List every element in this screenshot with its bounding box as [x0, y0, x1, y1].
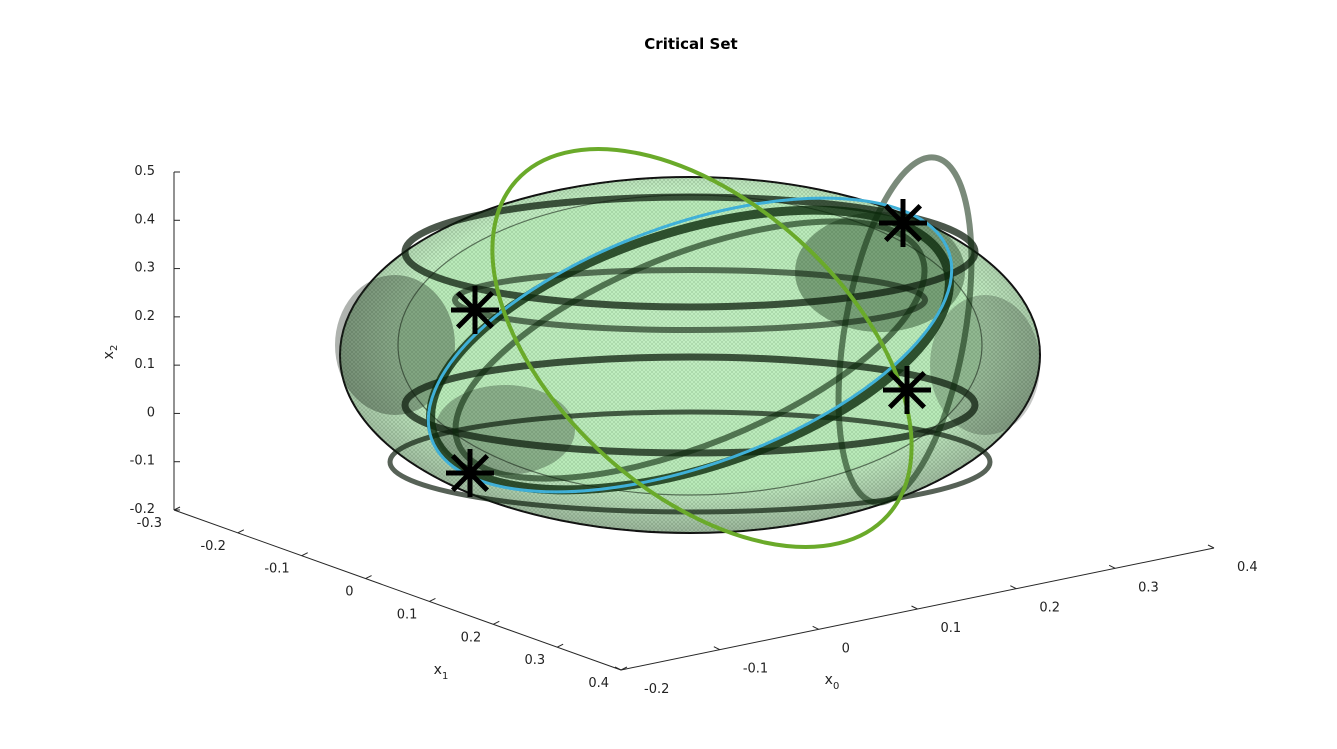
- svg-text:x1: x1: [434, 662, 449, 682]
- critical-point-marker: [883, 366, 931, 414]
- x1-tick-mark: [301, 552, 308, 557]
- x1-tick-label: 0.3: [524, 653, 545, 668]
- x2-tick-label: 0.4: [134, 212, 155, 227]
- x0-tick-label: 0.2: [1039, 601, 1060, 616]
- x2-tick-label: 0.2: [134, 309, 155, 324]
- x1-label-main: x: [434, 662, 442, 678]
- critical-point-marker: [451, 286, 499, 334]
- critical-point-marker: [446, 449, 494, 497]
- x0-tick-mark: [1108, 564, 1116, 569]
- x1-axis-label: x1: [434, 662, 449, 682]
- critical-point-marker: [879, 199, 927, 247]
- x0-tick-label: -0.1: [743, 662, 768, 677]
- x1-tick-label: -0.1: [264, 562, 289, 577]
- x1-tick-mark: [493, 620, 500, 625]
- x0-label-main: x: [825, 672, 833, 688]
- x1-label-sub: 1: [442, 671, 448, 682]
- band-tilt-b: [452, 218, 928, 482]
- band-tilt-a: [426, 205, 954, 495]
- x1-tick-label: 0.2: [461, 630, 482, 645]
- x0-tick-mark: [911, 605, 918, 610]
- svg-text:x0: x0: [825, 672, 840, 692]
- svg-text:x2: x2: [101, 345, 120, 360]
- x2-tick-label: 0.5: [134, 164, 155, 179]
- x2-tick-label: 0: [147, 405, 155, 420]
- band-upper: [401, 193, 979, 311]
- shadow-left-lobe: [335, 275, 455, 415]
- x0-tick-label: 0.3: [1138, 580, 1159, 595]
- x1-axis-line: [173, 509, 622, 671]
- x2-ticks: -0.2 -0.1 0 0.1 0.2 0.3 0.4 0.5: [130, 164, 180, 517]
- x1-tick-mark: [429, 597, 436, 602]
- x0-ticks: -0.2 -0.1 0 0.1 0.2 0.3 0.4: [614, 544, 1258, 697]
- x2-tick-label: 0.1: [134, 357, 155, 372]
- x0-tick-mark: [812, 625, 819, 630]
- chart-title: Critical Set: [644, 35, 737, 53]
- x2-tick-label: -0.1: [130, 454, 155, 469]
- curve-green: [490, 147, 914, 549]
- x0-tick-mark: [614, 666, 622, 671]
- band-ring-c: [835, 154, 975, 506]
- x2-label-sub: 2: [109, 345, 120, 351]
- band-rim: [387, 409, 993, 515]
- curves: [426, 147, 954, 549]
- x1-tick-label: -0.3: [137, 516, 162, 531]
- critical-set-surface: [335, 154, 1041, 534]
- band-mid: [452, 267, 928, 333]
- x0-axis-label: x0: [825, 672, 840, 692]
- x2-label-main: x: [101, 351, 117, 359]
- x1-tick-label: 0.1: [397, 607, 418, 622]
- x0-tick-label: 0: [842, 641, 850, 656]
- markers: [446, 199, 931, 497]
- x0-label-sub: 0: [833, 681, 839, 692]
- x0-tick-label: 0.1: [941, 621, 962, 636]
- x2-axis-label: x2: [101, 345, 120, 360]
- shadow-right-edge: [930, 295, 1040, 435]
- x1-tick-label: 0.4: [588, 676, 609, 691]
- x1-tick-mark: [556, 643, 564, 648]
- x2-tick-label: 0.3: [134, 261, 155, 276]
- x2-tick-label: -0.2: [130, 502, 155, 517]
- x0-tick-label: -0.2: [644, 682, 669, 697]
- x1-tick-label: -0.2: [200, 539, 225, 554]
- x0-tick-label: 0.4: [1237, 560, 1258, 575]
- x0-tick-mark: [1010, 585, 1017, 590]
- x1-tick-mark: [237, 529, 245, 534]
- x1-ticks: -0.3 -0.2 -0.1 0 0.1 0.2 0.3 0.4: [137, 506, 628, 691]
- x1-tick-label: 0: [345, 585, 353, 600]
- curve-blue: [426, 196, 954, 494]
- x0-tick-mark: [1207, 544, 1215, 549]
- x0-tick-mark: [713, 646, 721, 651]
- x1-tick-mark: [620, 666, 628, 671]
- x1-tick-mark: [365, 575, 372, 580]
- x1-tick-mark: [173, 506, 181, 511]
